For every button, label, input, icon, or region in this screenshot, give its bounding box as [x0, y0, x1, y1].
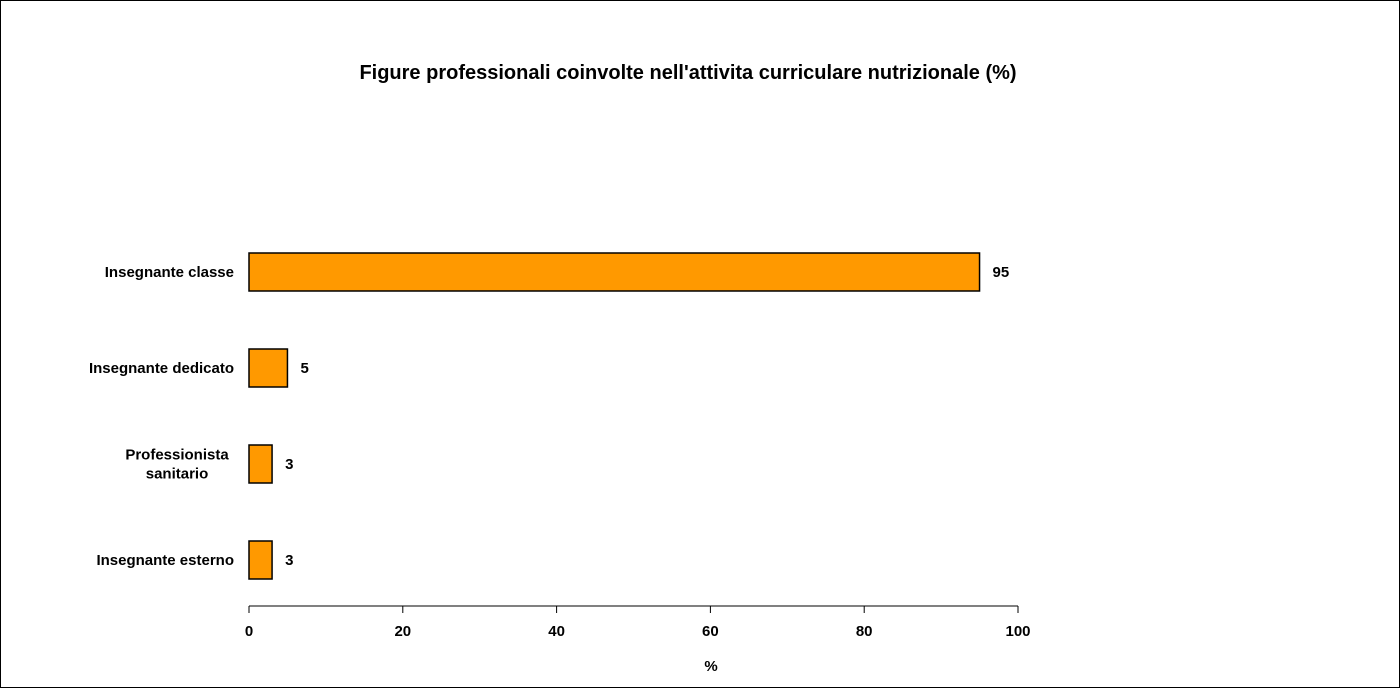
bar-value-label: 3: [285, 456, 293, 473]
category-label: Insegnante classe: [105, 264, 234, 281]
x-tick-label: 20: [394, 623, 411, 640]
x-tick-label: 0: [245, 623, 253, 640]
chart-title: Figure professionali coinvolte nell'atti…: [359, 62, 1016, 84]
category-label: Professionista sanitario: [125, 447, 229, 483]
bar-value-label: 95: [993, 264, 1010, 281]
bar-value-label: 3: [285, 552, 293, 569]
x-tick-label: 100: [1005, 623, 1030, 640]
bar: [248, 540, 273, 580]
bar: [248, 252, 981, 292]
bar: [248, 444, 273, 484]
bar-value-label: 5: [300, 360, 308, 377]
bar: [248, 348, 289, 388]
x-axis-label: %: [704, 658, 717, 675]
x-tick-label: 80: [856, 623, 873, 640]
x-tick-label: 60: [702, 623, 719, 640]
category-label: Insegnante esterno: [96, 552, 234, 569]
category-label: Insegnante dedicato: [89, 360, 234, 377]
x-tick-label: 40: [548, 623, 565, 640]
